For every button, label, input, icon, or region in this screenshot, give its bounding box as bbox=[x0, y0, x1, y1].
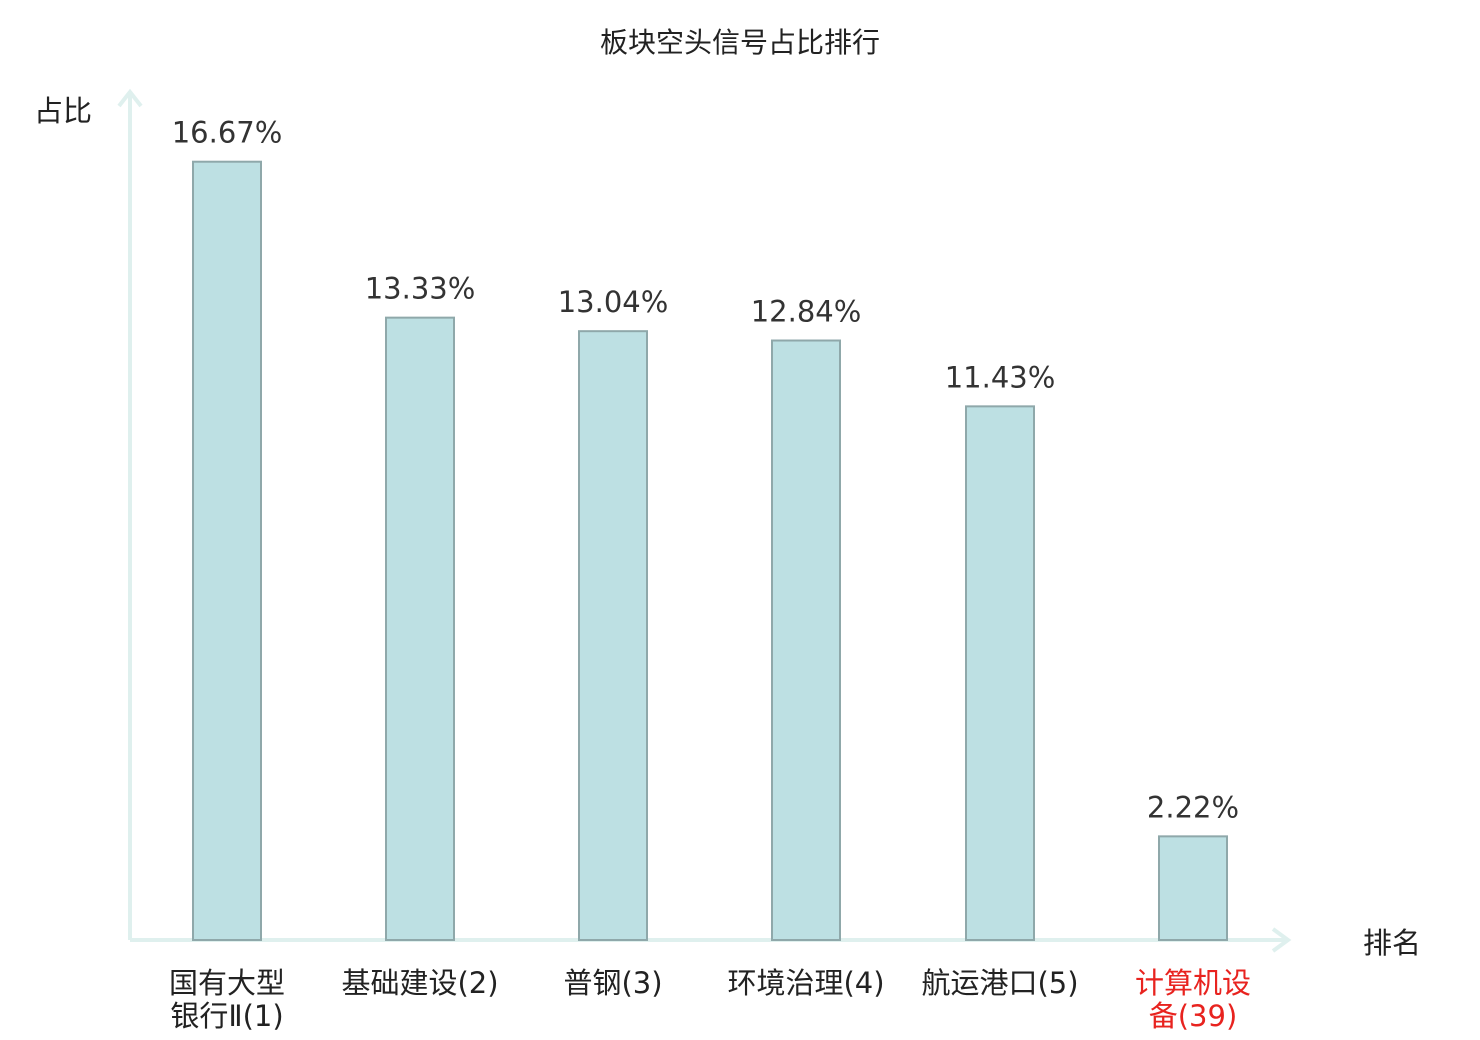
bar bbox=[385, 316, 455, 941]
bar bbox=[771, 339, 841, 942]
data-label: 11.43% bbox=[945, 360, 1056, 394]
category-label: 备(39) bbox=[1149, 999, 1238, 1033]
category-label: 普钢(3) bbox=[563, 966, 662, 1000]
data-label: 13.33% bbox=[365, 272, 476, 306]
bars bbox=[192, 160, 1228, 942]
data-label: 13.04% bbox=[558, 285, 669, 319]
bar bbox=[965, 405, 1035, 942]
x-axis-label: 排名 bbox=[1363, 926, 1421, 960]
data-label: 16.67% bbox=[172, 116, 283, 150]
category-label: 国有大型 bbox=[169, 966, 285, 1000]
category-label: 计算机设 bbox=[1135, 966, 1251, 1000]
value-labels: 16.67% 13.33% 13.04% 12.84% 11.43% 2.22% bbox=[172, 116, 1239, 825]
data-label: 2.22% bbox=[1147, 790, 1239, 824]
bar bbox=[1158, 835, 1228, 941]
data-label: 12.84% bbox=[751, 295, 862, 329]
category-label: 银行Ⅱ(1) bbox=[170, 999, 283, 1033]
bar bbox=[192, 160, 262, 941]
y-axis-label: 占比 bbox=[34, 94, 92, 128]
category-label: 基础建设(2) bbox=[341, 966, 498, 1000]
axes bbox=[117, 88, 1292, 953]
category-label: 环境治理(4) bbox=[727, 966, 884, 1000]
category-label: 航运港口(5) bbox=[921, 966, 1078, 1000]
bar bbox=[578, 330, 648, 942]
x-axis-arrow bbox=[1271, 927, 1292, 953]
chart-title: 板块空头信号占比排行 bbox=[600, 26, 880, 59]
y-axis-arrow bbox=[117, 88, 143, 108]
